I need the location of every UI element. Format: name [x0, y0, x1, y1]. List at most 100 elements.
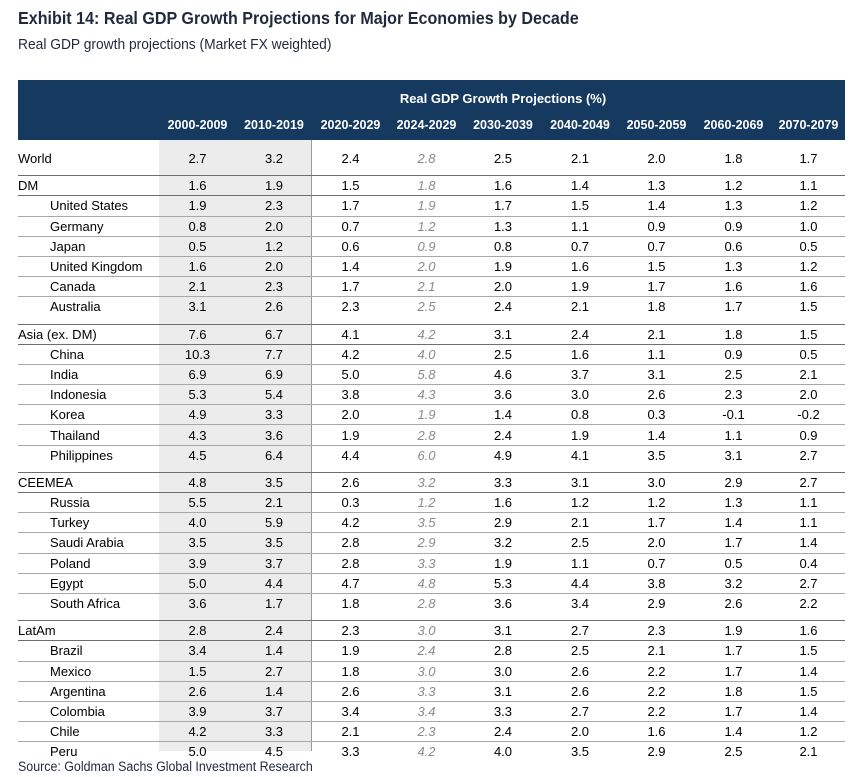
value-cell: 5.0 [159, 572, 236, 594]
value-cell: 2.0 [542, 721, 618, 742]
value-cell: 1.3 [618, 175, 695, 196]
value-cell: 4.2 [389, 323, 464, 345]
value-cell: 2.8 [417, 151, 436, 167]
value-cell: 4.0 [389, 343, 464, 365]
value-cell: 4.0 [464, 741, 542, 762]
value-cell: 2.4 [464, 424, 542, 446]
value-cell: 6.0 [389, 444, 464, 465]
value-cell: 0.9 [389, 235, 464, 257]
value-cell: 1.5 [772, 640, 845, 661]
group-row: World 2.7 3.2 2.4 2.8 2.5 2.1 2.0 1.8 1.7 [18, 135, 845, 168]
column-header-row: 2000-2009 2010-2019 2020-2029 2024-2029 … [18, 114, 845, 135]
value-cell: 3.1 [542, 471, 618, 493]
value-cell: 3.7 [236, 700, 312, 722]
value-cell: 1.7 [236, 592, 312, 614]
row-label: United States [18, 195, 159, 217]
value-cell: 1.5 [772, 680, 845, 702]
value-cell: 1.4 [695, 512, 772, 533]
value-cell: 1.4 [695, 721, 772, 742]
value-cell: 1.5 [618, 255, 695, 277]
value-cell: 2.2 [618, 680, 695, 702]
value-cell: 0.7 [618, 552, 695, 574]
value-cell: 4.2 [389, 741, 464, 762]
value-cell: 7.7 [236, 343, 312, 365]
value-cell: 4.9 [159, 404, 236, 425]
column-header: 2040-2049 [550, 117, 610, 132]
value-cell: 1.9 [695, 620, 772, 641]
value-cell: 2.1 [312, 721, 389, 742]
value-cell: 2.1 [542, 296, 618, 317]
value-cell: 2.3 [695, 384, 772, 405]
value-cell: 4.8 [159, 471, 236, 493]
row-label: Philippines [18, 444, 159, 465]
value-cell: 0.5 [772, 235, 845, 257]
value-cell: 1.9 [159, 195, 236, 217]
value-cell: 1.9 [464, 552, 542, 574]
value-cell: 4.2 [312, 343, 389, 365]
value-cell: 0.7 [618, 235, 695, 257]
group-row: CEEMEA 4.8 3.5 2.6 3.2 3.3 3.1 3.0 2.9 2.7 [18, 471, 845, 493]
country-row: Korea 4.9 3.3 2.0 1.9 1.4 0.8 0.3 -0.1 -0.2 [18, 404, 845, 425]
row-label: India [18, 363, 159, 385]
value-cell: 1.2 [772, 255, 845, 277]
value-cell: 2.3 [389, 721, 464, 742]
value-cell: 1.1 [772, 175, 845, 196]
group-spacer [18, 465, 845, 473]
value-cell: 0.8 [159, 215, 236, 237]
value-cell: 2.4 [464, 296, 542, 317]
value-cell: 1.5 [542, 195, 618, 217]
value-cell: 2.1 [159, 276, 236, 297]
value-cell: 2.3 [236, 195, 312, 217]
value-cell: 6.4 [236, 444, 312, 465]
value-cell: 2.9 [618, 592, 695, 614]
value-cell: 0.8 [542, 404, 618, 425]
value-cell: 1.5 [312, 175, 389, 196]
value-cell: 4.4 [312, 444, 389, 465]
value-cell: 1.4 [236, 640, 312, 661]
row-label: DM [18, 175, 159, 196]
value-cell: 2.7 [236, 660, 312, 682]
value-cell: 4.1 [542, 444, 618, 465]
value-cell: 2.8 [159, 620, 236, 641]
value-cell: 5.0 [159, 741, 236, 762]
value-cell: 3.4 [159, 640, 236, 661]
value-cell: 2.0 [464, 276, 542, 297]
value-cell: 3.2 [389, 471, 464, 493]
value-cell: 0.3 [312, 491, 389, 513]
value-cell: 1.2 [695, 175, 772, 196]
value-cell: 3.5 [389, 512, 464, 533]
value-cell: 4.9 [464, 444, 542, 465]
value-cell: 1.8 [695, 323, 772, 345]
value-cell: 3.1 [464, 323, 542, 345]
value-cell: 3.9 [159, 700, 236, 722]
value-cell: 3.0 [389, 620, 464, 641]
value-cell: 0.5 [695, 552, 772, 574]
value-cell: 1.3 [695, 491, 772, 513]
value-cell: 2.2 [772, 592, 845, 614]
value-cell: 1.6 [464, 491, 542, 513]
row-label: LatAm [18, 620, 159, 641]
row-label: Germany [18, 215, 159, 237]
value-cell: 1.1 [542, 552, 618, 574]
row-label: Colombia [18, 700, 159, 722]
value-cell: 1.1 [772, 512, 845, 533]
value-cell: 2.1 [542, 512, 618, 533]
value-cell: 2.9 [618, 741, 695, 762]
value-cell: 2.3 [312, 620, 389, 641]
value-cell: 5.5 [159, 491, 236, 513]
value-cell: 1.4 [618, 424, 695, 446]
value-cell: 3.2 [695, 572, 772, 594]
value-cell: 1.9 [464, 255, 542, 277]
value-cell: 1.9 [542, 424, 618, 446]
value-cell: 3.8 [618, 572, 695, 594]
row-label: Thailand [18, 424, 159, 446]
value-cell: 0.8 [464, 235, 542, 257]
value-cell: 1.2 [772, 195, 845, 217]
value-cell: 1.2 [542, 491, 618, 513]
header-country [18, 114, 159, 135]
group-spacer [18, 613, 845, 621]
value-cell: 7.6 [159, 323, 236, 345]
value-cell: 2.7 [772, 444, 845, 465]
row-label: CEEMEA [18, 471, 159, 493]
value-cell: 2.6 [312, 680, 389, 702]
